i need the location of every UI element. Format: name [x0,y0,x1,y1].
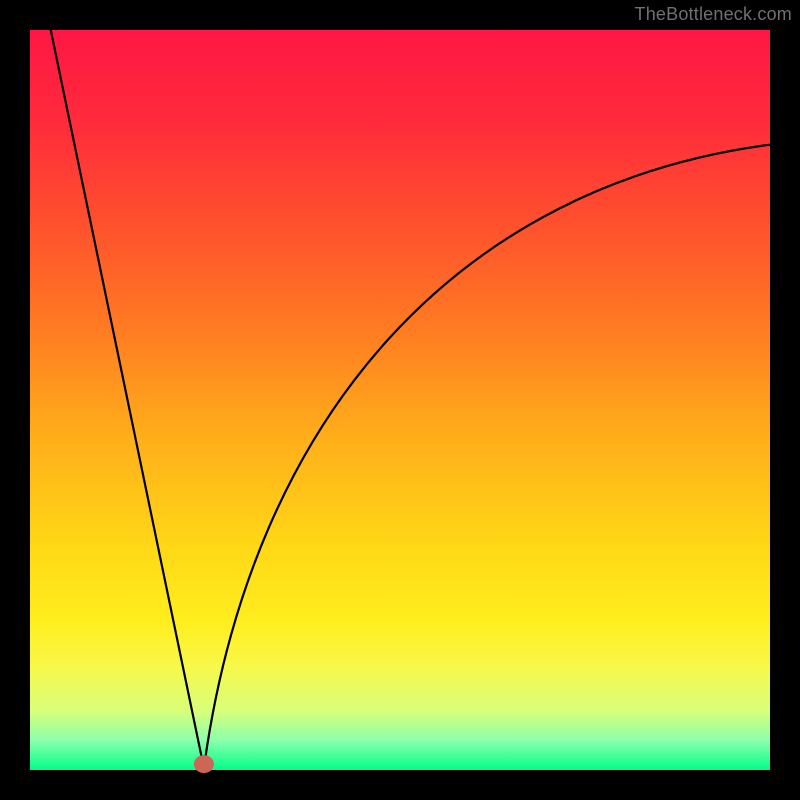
bottleneck-chart [0,0,800,800]
chart-frame: TheBottleneck.com [0,0,800,800]
watermark-label: TheBottleneck.com [635,4,792,25]
vertex-marker [194,755,214,773]
gradient-panel [30,30,770,770]
